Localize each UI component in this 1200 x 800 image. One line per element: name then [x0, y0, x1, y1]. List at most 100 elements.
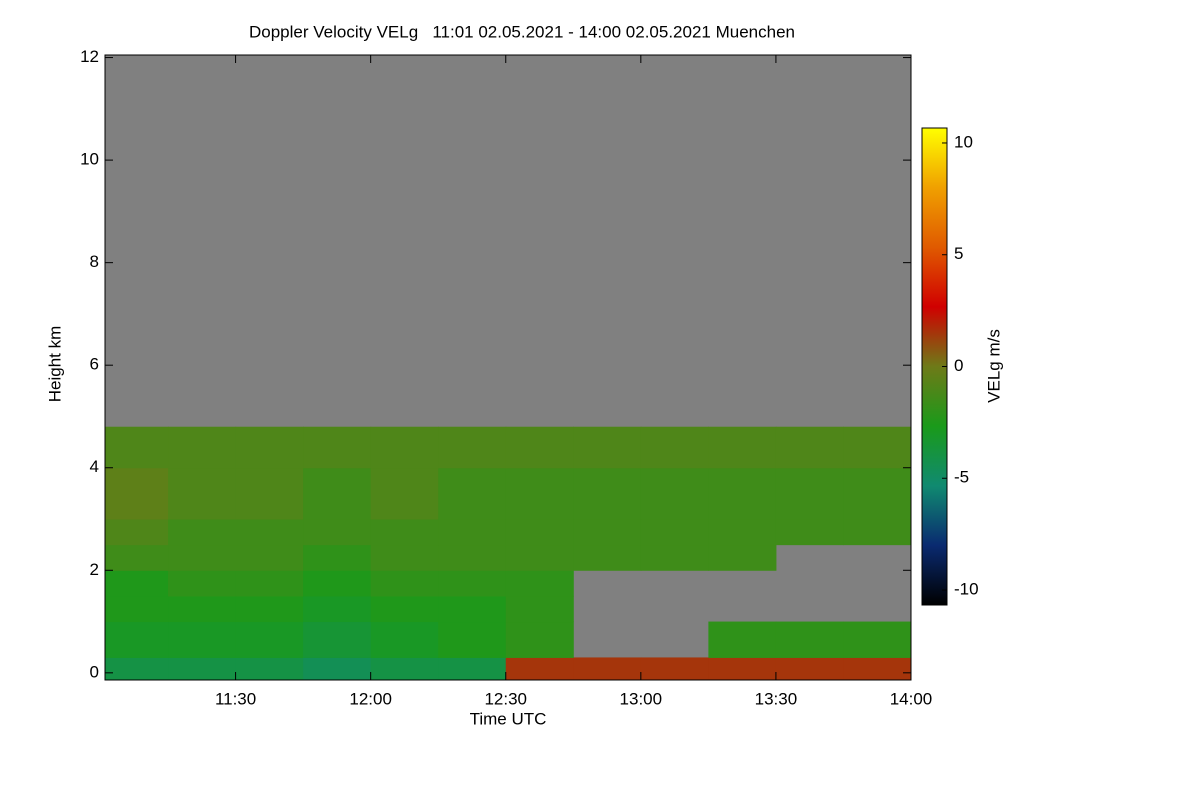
heatmap-cell	[505, 621, 574, 658]
y-axis-label: Height km	[45, 326, 64, 403]
heatmap-cell	[303, 657, 372, 681]
heatmap-cell	[573, 657, 642, 681]
heatmap-cell	[505, 426, 574, 469]
heatmap-cell	[235, 426, 304, 469]
heatmap-cell	[775, 467, 844, 520]
heatmap-cell	[438, 467, 507, 520]
heatmap-cell	[640, 657, 709, 681]
heatmap-cell	[505, 657, 574, 681]
colorbar-label: VELg m/s	[984, 329, 1003, 403]
heatmap-cell	[438, 595, 507, 623]
heatmap-cell	[168, 570, 237, 597]
heatmap-cell	[235, 544, 304, 571]
heatmap-cell	[168, 519, 237, 546]
heatmap-cell	[708, 621, 777, 658]
colorbar-tick-label: -10	[954, 580, 979, 599]
heatmap-cell	[640, 426, 709, 469]
heatmap-cell	[105, 621, 169, 658]
heatmap-cell	[168, 544, 237, 571]
heatmap-cell	[505, 595, 574, 623]
heatmap-cell	[505, 467, 574, 520]
heatmap-cell	[235, 621, 304, 658]
heatmap-cell	[775, 519, 844, 546]
heatmap-cell	[303, 519, 372, 546]
x-tick-label: 13:00	[620, 689, 663, 708]
plot-frame	[104, 54, 912, 681]
x-tick-label: 12:30	[484, 689, 527, 708]
heatmap-cell	[843, 657, 912, 681]
heatmap-cell	[303, 570, 372, 597]
y-tick-label: 4	[90, 457, 99, 476]
colorbar-tick-label: -5	[954, 468, 969, 487]
heatmap-cell	[105, 570, 169, 597]
heatmap-cell	[370, 426, 439, 469]
heatmap-cell	[573, 467, 642, 520]
heatmap-cell	[235, 657, 304, 681]
heatmap-cell	[843, 426, 912, 469]
heatmap-cell	[573, 426, 642, 469]
heatmap-cell	[105, 426, 169, 469]
colorbar-tick-label: 0	[954, 356, 963, 375]
y-tick-label: 8	[90, 252, 99, 271]
heatmap-cell	[438, 426, 507, 469]
heatmap-cell	[438, 621, 507, 658]
heatmap-cell	[370, 621, 439, 658]
x-tick-label: 13:30	[755, 689, 798, 708]
heatmap-cell	[303, 467, 372, 520]
heatmap-cell	[573, 519, 642, 546]
heatmap-cell	[640, 519, 709, 546]
heatmap-cell	[775, 426, 844, 469]
heatmap-cell	[775, 657, 844, 681]
heatmap-cell	[505, 544, 574, 571]
y-tick-label: 10	[80, 150, 99, 169]
heatmap-cell	[438, 519, 507, 546]
heatmap-cell	[105, 595, 169, 623]
x-tick-label: 14:00	[890, 689, 933, 708]
heatmap-cell	[573, 544, 642, 571]
heatmap-cell	[168, 467, 237, 520]
heatmap-cell	[843, 621, 912, 658]
heatmap-cell	[843, 467, 912, 520]
heatmap-cell	[438, 570, 507, 597]
heatmap-cell	[438, 657, 507, 681]
heatmap-cell	[708, 519, 777, 546]
heatmap-cell	[168, 426, 237, 469]
heatmap-cell	[105, 467, 169, 520]
heatmap-cell	[303, 426, 372, 469]
heatmap-cell	[303, 621, 372, 658]
heatmap-cell	[105, 519, 169, 546]
heatmap-cell	[370, 544, 439, 571]
heatmap-cell	[438, 544, 507, 571]
heatmap-cell	[370, 467, 439, 520]
heatmap-cell	[775, 621, 844, 658]
heatmap-cell	[843, 519, 912, 546]
heatmap-cell	[708, 426, 777, 469]
heatmap-cell	[505, 570, 574, 597]
heatmap-cell	[370, 519, 439, 546]
heatmap-cell	[708, 657, 777, 681]
y-tick-label: 2	[90, 560, 99, 579]
heatmap-cell	[370, 657, 439, 681]
colorbar-tick-label: 5	[954, 244, 963, 263]
heatmap-cell	[708, 544, 777, 571]
heatmap-cell	[708, 467, 777, 520]
y-tick-label: 12	[80, 47, 99, 66]
heatmap-cell	[168, 621, 237, 658]
colorbar-tick-label: 10	[954, 132, 973, 151]
chart-title: Doppler Velocity VELg 11:01 02.05.2021 -…	[249, 22, 795, 41]
heatmap-cell	[168, 595, 237, 623]
x-axis-label: Time UTC	[470, 709, 547, 728]
heatmap-cell	[105, 544, 169, 571]
heatmap-cell	[370, 595, 439, 623]
heatmap-cell	[235, 467, 304, 520]
y-tick-label: 6	[90, 355, 99, 374]
x-tick-label: 11:30	[215, 689, 256, 708]
heatmap-cell	[168, 657, 237, 681]
heatmap-cell	[235, 519, 304, 546]
y-tick-label: 0	[90, 662, 99, 681]
heatmap-cell	[303, 544, 372, 571]
heatmap-cell	[105, 657, 169, 681]
heatmap-cell	[303, 595, 372, 623]
heatmap-cell	[370, 570, 439, 597]
